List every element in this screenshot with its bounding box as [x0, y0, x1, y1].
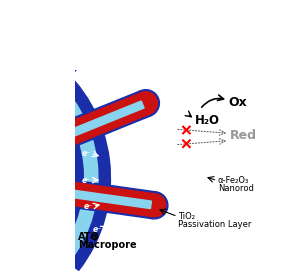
Wedge shape [0, 91, 69, 248]
Polygon shape [68, 180, 156, 219]
Polygon shape [26, 20, 104, 104]
Text: e⁻: e⁻ [92, 225, 101, 234]
Wedge shape [0, 81, 83, 254]
Polygon shape [32, 28, 96, 99]
Circle shape [143, 194, 166, 217]
Text: H₂O: H₂O [195, 114, 220, 127]
Text: e⁻: e⁻ [81, 176, 90, 185]
Wedge shape [0, 70, 98, 263]
Polygon shape [0, 0, 47, 80]
Text: Nanorod: Nanorod [218, 183, 253, 193]
Polygon shape [24, 19, 106, 105]
Wedge shape [0, 60, 110, 270]
Circle shape [141, 192, 168, 219]
Polygon shape [58, 93, 150, 147]
Circle shape [132, 90, 159, 117]
Circle shape [25, 0, 48, 2]
Polygon shape [58, 91, 151, 149]
Polygon shape [0, 0, 38, 77]
Text: α-Fe₂O₃: α-Fe₂O₃ [218, 176, 249, 185]
Text: e⁻: e⁻ [82, 149, 91, 158]
Text: Red: Red [230, 129, 257, 142]
Polygon shape [61, 101, 144, 140]
Text: e⁻: e⁻ [84, 202, 93, 211]
Circle shape [84, 17, 107, 39]
Circle shape [23, 0, 50, 4]
Text: h⁺: h⁺ [25, 2, 35, 11]
Polygon shape [0, 0, 49, 81]
Polygon shape [69, 190, 152, 208]
Text: ATO: ATO [78, 232, 100, 242]
Circle shape [134, 92, 157, 115]
Text: Macropore: Macropore [78, 240, 137, 250]
Text: e⁻: e⁻ [9, 34, 18, 43]
Circle shape [82, 14, 109, 41]
Text: e⁻: e⁻ [53, 62, 62, 71]
Text: TiO₂: TiO₂ [178, 212, 195, 221]
Text: Passivation Layer: Passivation Layer [178, 220, 251, 229]
Text: Ox: Ox [228, 96, 247, 109]
Polygon shape [68, 182, 156, 217]
